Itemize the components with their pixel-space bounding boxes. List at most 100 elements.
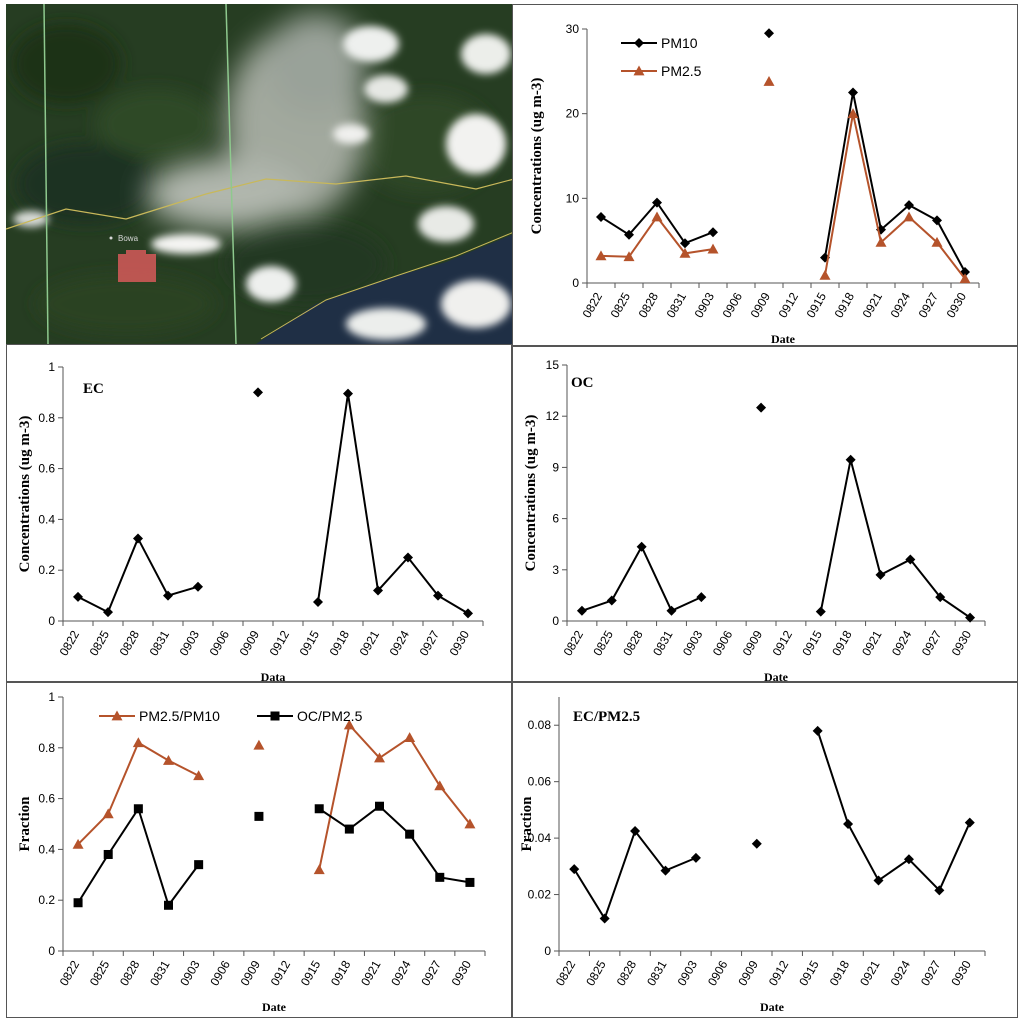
chart-pm-legend: PM10 PM2.5 [621, 35, 702, 79]
chart-pm-series-1 [595, 75, 971, 284]
chart-ec-x-tick-label: 0921 [357, 628, 383, 658]
fraction-chart: 0 0.2 0.4 0.6 0.8 1 0822 0825 0828 0831 0903 0906 09… [6, 682, 512, 1018]
chart-ecpm-data-point [873, 875, 884, 886]
chart-ec-data-point [103, 607, 113, 618]
chart-ec-data-point [73, 591, 83, 602]
chart-frac-x-tick-label: 0828 [117, 958, 143, 988]
chart-frac-data-point [132, 737, 144, 748]
chart-frac-x-tick-label: 0906 [207, 958, 233, 988]
chart-oc-data-point [935, 592, 946, 603]
chart-pm-series-line [600, 200, 714, 245]
fire-area [118, 250, 156, 282]
chart-frac-data-point [103, 849, 113, 859]
chart-oc-x-tick-label: 0924 [889, 628, 915, 658]
chart-frac-x-tick-label: 0924 [388, 958, 414, 988]
chart-frac-data-point [344, 824, 354, 834]
chart-ec-series-line [317, 393, 469, 615]
smoke-plume [146, 14, 366, 229]
chart-pm-x-tick-label: 0927 [916, 290, 942, 320]
chart-oc-panel-label: OC [571, 375, 594, 391]
chart-ec-x-axis-title: Data [261, 670, 286, 683]
chart-frac-series-line [77, 741, 200, 846]
chart-pm-x-tick-label: 0903 [692, 290, 718, 320]
chart-frac-data-point [254, 811, 264, 821]
chart-frac-x-tick-label: 0921 [358, 958, 384, 988]
chart-pm-data-point [708, 227, 718, 238]
chart-pm-legend-label: PM10 [661, 35, 698, 51]
chart-ec-y-tick-label: 0.2 [38, 563, 55, 577]
chart-pm-y-tick-label: 0 [572, 276, 579, 290]
chart-frac-data-point [253, 739, 265, 750]
chart-ec-y-tick-label: 0.8 [38, 411, 55, 425]
chart-frac-data-point [102, 808, 114, 819]
chart-pm-legend-marker [634, 38, 644, 48]
chart-ec-series-line [77, 536, 199, 614]
chart-ec-panel-label: EC [83, 381, 104, 397]
chart-frac-y-tick-label: 0.8 [38, 741, 55, 755]
chart-ecpm-data-point [843, 819, 854, 829]
chart-oc-data-point [815, 606, 826, 617]
chart-ec-y-tick-label: 0 [48, 614, 55, 628]
chart-frac-series-line [318, 804, 471, 884]
chart-ecpm-y-tick-label: 0.04 [528, 831, 552, 845]
chart-frac-legend-label: PM2.5/PM10 [139, 708, 220, 724]
chart-ecpm-y-tick-label: 0.06 [528, 775, 552, 789]
chart-ecpm-data-point [690, 852, 701, 863]
chart-oc-series-0 [576, 402, 976, 623]
chart-oc-x-tick-label: 0828 [620, 628, 646, 658]
chart-frac-x-tick-label: 0918 [328, 958, 354, 988]
chart-pm-data-point [652, 197, 662, 208]
chart-ec-series-0 [73, 387, 473, 619]
chart-oc-y-tick-label: 9 [552, 460, 559, 474]
chart-pm-x-tick-label: 0831 [664, 290, 690, 320]
chart-oc-x-tick-label: 0912 [770, 628, 796, 658]
chart-oc-data-point [696, 592, 707, 603]
chart-pm-x-tick-label: 0825 [608, 290, 634, 320]
chart-ecpm-x-tick-label: 0921 [857, 958, 883, 988]
chart-pm-data-point [819, 269, 831, 280]
chart-ecpm-data-point [660, 865, 671, 876]
chart-ecpm-data-point [569, 864, 580, 875]
chart-ec-x-tick-label: 0825 [87, 628, 113, 658]
province-border [6, 175, 514, 230]
chart-ec-x-tick-label: 0903 [177, 628, 203, 658]
chart-pm-data-point [904, 200, 914, 211]
chart-pm-data-point [596, 211, 606, 222]
chart-frac-data-point [163, 755, 174, 765]
chart-pm-y-axis-title: Concentrations (ug m-3) [529, 78, 545, 235]
chart-ecpm-y-tick-label: 0.08 [528, 718, 552, 732]
chart-pm-x-tick-label: 0930 [944, 290, 970, 320]
chart-pm-data-point [651, 211, 663, 222]
chart-frac-series-0 [72, 719, 476, 875]
chart-oc-y-axis-title: Concentrations (ug m-3) [523, 415, 539, 572]
chart-frac-data-point [404, 732, 416, 743]
chart-ec-x-tick-label: 0924 [387, 628, 413, 658]
chart-frac-data-point [133, 804, 143, 814]
chart-ecpm-y-axis-title: Fraction [519, 796, 535, 852]
chart-ec-y-axis-title: Concentrations (ug m-3) [17, 416, 33, 573]
chart-ecpm-x-tick-label: 0924 [888, 958, 914, 988]
chart-pm-data-point [707, 243, 719, 254]
chart-ecpm-x-tick-label: 0906 [705, 958, 731, 988]
chart-oc-data-point [576, 605, 587, 616]
chart-frac-data-point [193, 770, 205, 781]
chart-ec-data-point [463, 608, 473, 619]
chart-ecpm-x-tick-label: 0930 [948, 958, 974, 988]
chart-oc-y-tick-label: 15 [546, 358, 560, 372]
chart-ec-data-point [433, 590, 443, 601]
chart-ecpm-y-tick-label: 0.02 [528, 888, 552, 902]
chart-ec-data-point [253, 387, 263, 398]
chart-ecpm-x-tick-label: 0918 [827, 958, 853, 988]
chart-frac-x-axis-title: Date [262, 1000, 287, 1014]
chart-ec-x-tick-label: 0909 [237, 628, 263, 658]
chart-frac-data-point [464, 818, 476, 829]
chart-pm-x-tick-label: 0828 [636, 290, 662, 320]
chart-ecpm-data-point [599, 913, 610, 924]
chart-oc-y-tick-label: 6 [552, 512, 559, 526]
chart-ec-data-point [343, 388, 353, 399]
chart-pm-data-point [679, 247, 691, 258]
chart-frac-data-point [465, 877, 475, 887]
